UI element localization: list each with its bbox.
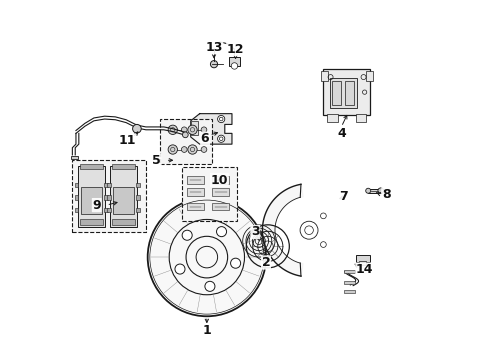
Bar <box>72 160 145 232</box>
Circle shape <box>187 125 197 134</box>
Circle shape <box>168 145 177 154</box>
Bar <box>136 208 140 212</box>
Bar <box>320 71 327 81</box>
Bar <box>104 195 107 200</box>
Circle shape <box>377 188 383 194</box>
Circle shape <box>204 281 215 291</box>
Bar <box>70 156 78 159</box>
Text: 14: 14 <box>355 263 373 276</box>
Bar <box>80 163 102 169</box>
Text: 3: 3 <box>250 225 259 238</box>
Circle shape <box>182 132 188 138</box>
Text: 6: 6 <box>201 132 209 145</box>
Bar <box>344 81 353 105</box>
Bar <box>80 219 102 225</box>
Circle shape <box>230 258 240 268</box>
Bar <box>113 187 134 214</box>
Circle shape <box>217 116 224 123</box>
Text: 11: 11 <box>118 134 135 147</box>
Bar <box>359 261 366 265</box>
Bar <box>75 183 78 187</box>
Bar <box>78 166 104 226</box>
Text: 2: 2 <box>261 256 270 269</box>
Bar <box>187 176 204 184</box>
Bar <box>107 183 110 187</box>
Bar <box>212 188 229 196</box>
Circle shape <box>365 188 370 193</box>
Text: 8: 8 <box>381 188 389 201</box>
Circle shape <box>201 147 206 152</box>
Text: 1: 1 <box>202 324 211 337</box>
Bar <box>107 208 110 212</box>
Bar <box>136 195 140 200</box>
Bar <box>104 183 107 187</box>
Bar <box>81 187 102 214</box>
Bar <box>104 208 107 212</box>
Circle shape <box>182 230 192 240</box>
Text: 7: 7 <box>338 190 347 203</box>
Circle shape <box>201 127 206 133</box>
Text: 12: 12 <box>226 42 244 55</box>
Bar <box>212 203 229 211</box>
Circle shape <box>217 135 224 142</box>
Bar <box>187 188 204 196</box>
Circle shape <box>210 60 217 68</box>
Circle shape <box>216 226 226 237</box>
Polygon shape <box>190 114 231 144</box>
Bar <box>344 270 354 273</box>
Bar <box>366 71 372 81</box>
Bar <box>344 281 354 284</box>
Bar <box>190 121 198 135</box>
Bar <box>367 189 378 193</box>
Bar <box>228 57 239 66</box>
Circle shape <box>181 147 187 152</box>
Text: 9: 9 <box>92 199 101 212</box>
Text: 10: 10 <box>210 174 228 186</box>
Circle shape <box>181 127 187 133</box>
Circle shape <box>175 264 184 274</box>
Text: 5: 5 <box>152 154 161 167</box>
Text: 13: 13 <box>205 41 222 54</box>
Bar <box>112 219 135 225</box>
Polygon shape <box>262 184 303 276</box>
Bar <box>182 167 237 221</box>
Bar <box>355 114 366 122</box>
Circle shape <box>147 198 265 316</box>
Bar <box>326 114 337 122</box>
Bar <box>323 69 369 116</box>
Bar <box>160 119 212 164</box>
Bar <box>136 183 140 187</box>
Bar <box>355 255 369 262</box>
Circle shape <box>168 125 177 134</box>
Bar <box>75 208 78 212</box>
Bar <box>212 176 229 184</box>
Bar <box>332 81 341 105</box>
Bar <box>344 290 354 293</box>
Circle shape <box>132 125 141 133</box>
Bar <box>75 195 78 200</box>
Bar <box>187 203 204 211</box>
Circle shape <box>231 63 237 69</box>
Bar <box>329 78 356 108</box>
Circle shape <box>187 145 197 154</box>
Bar <box>110 166 137 226</box>
Bar <box>107 195 110 200</box>
Bar <box>112 163 135 169</box>
Text: 4: 4 <box>336 127 345 140</box>
